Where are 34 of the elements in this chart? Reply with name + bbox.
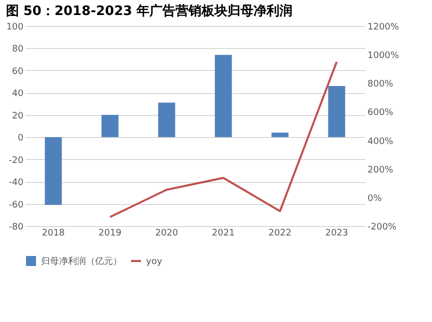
y-tick-label: 40 [12,89,24,100]
y2-tick-label: 800% [368,80,394,90]
y-tick-label: -40 [8,178,24,188]
chart-title: 图 50：2018-2023 年广告营销板块归母净利润 [6,3,293,19]
y2-tick-label: 400% [368,136,394,147]
x-tick-label: 2019 [98,228,122,238]
y-tick-label: 100 [6,22,24,32]
y-tick-label: -60 [8,200,24,210]
bar [214,54,232,138]
x-tick-label: 2022 [268,228,292,238]
bar [158,102,176,138]
y-tick-label: -80 [8,222,24,232]
y2-tick-label: 200% [368,165,394,176]
bar [272,132,288,138]
x-tick-label: 2021 [212,228,235,238]
y2-tick-label: 1000% [368,51,400,62]
y-tick-label: 80 [12,44,24,55]
line-series [109,60,338,218]
y2-tick-label: -200% [368,222,397,232]
y-tick-label: 20 [12,111,24,122]
y2-tick-label: 1200% [368,22,400,32]
y-tick-label: 0 [18,134,24,144]
x-tick-label: 2020 [155,228,178,238]
bar [328,86,346,138]
legend-label: 归母净利润（亿元） [41,256,122,267]
bar [102,114,118,138]
legend-label: yoy [146,257,163,267]
y-tick-label: -20 [8,156,24,166]
y2-tick-label: 0% [368,194,382,204]
bar [44,137,62,205]
x-tick-label: 2023 [325,228,348,238]
x-tick-label: 2018 [42,228,66,238]
y-tick-label: 60 [12,66,24,77]
y2-tick-label: 600% [368,108,394,118]
